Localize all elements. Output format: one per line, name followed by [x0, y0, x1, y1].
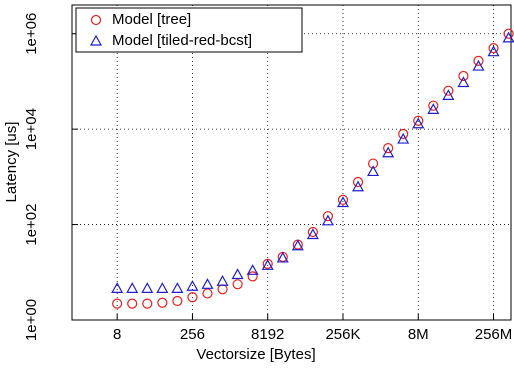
- marker: [246, 264, 259, 275]
- marker: [337, 194, 349, 205]
- marker: [413, 115, 424, 126]
- marker: [398, 128, 409, 140]
- marker: [458, 70, 469, 82]
- marker: [443, 85, 454, 96]
- marker: [171, 282, 184, 293]
- marker: [397, 132, 410, 144]
- marker: [216, 274, 229, 286]
- marker: [231, 268, 244, 280]
- marker: [172, 295, 183, 307]
- marker: [157, 297, 168, 308]
- x-tick-label: 256M: [475, 326, 513, 343]
- legend-marker: [90, 14, 102, 26]
- y-tick-label: 1e+06: [23, 13, 40, 55]
- marker: [502, 31, 514, 43]
- plot-frame: [71, 4, 512, 321]
- marker: [112, 298, 123, 309]
- y-tick-label: 1e+04: [23, 108, 40, 150]
- y-axis-label: Latency [us]: [3, 122, 20, 203]
- marker: [306, 228, 319, 240]
- marker: [186, 280, 199, 291]
- marker: [383, 143, 394, 154]
- marker: [307, 226, 318, 238]
- marker: [276, 251, 289, 263]
- marker: [202, 288, 213, 299]
- x-tick-label: 256K: [325, 326, 360, 343]
- marker: [127, 298, 138, 309]
- marker: [156, 282, 169, 293]
- marker: [336, 196, 350, 208]
- y-tick-label: 1e+02: [23, 204, 40, 246]
- legend-box: [75, 7, 303, 53]
- marker: [382, 146, 395, 158]
- marker: [352, 176, 364, 188]
- marker: [457, 76, 470, 88]
- marker: [217, 284, 228, 295]
- marker: [442, 89, 455, 100]
- x-tick-label: 8: [113, 326, 121, 343]
- marker: [322, 211, 334, 222]
- x-tick-label: 8192: [251, 326, 284, 343]
- marker: [291, 239, 304, 251]
- marker: [126, 282, 139, 293]
- marker: [187, 292, 198, 303]
- marker: [473, 55, 484, 66]
- marker: [142, 298, 153, 309]
- marker: [321, 214, 334, 226]
- marker: [488, 42, 499, 54]
- x-tick-label: 8M: [408, 326, 429, 343]
- legend-marker: [89, 34, 103, 46]
- legend-label: Model [tiled-red-bcst]: [112, 32, 252, 49]
- x-tick-label: 256: [180, 326, 205, 343]
- marker: [412, 117, 425, 129]
- marker: [428, 100, 439, 111]
- marker: [261, 259, 274, 270]
- marker: [247, 271, 258, 282]
- marker: [111, 282, 124, 293]
- legend-label: Model [tree]: [112, 11, 191, 28]
- marker: [367, 165, 380, 177]
- marker: [487, 45, 500, 57]
- marker: [472, 59, 485, 71]
- marker: [427, 103, 440, 114]
- y-tick-label: 1e+00: [23, 299, 40, 341]
- marker: [232, 279, 243, 290]
- x-axis-label: Vectorsize [Bytes]: [196, 346, 315, 363]
- marker: [503, 28, 514, 39]
- marker: [141, 282, 154, 293]
- marker: [367, 158, 379, 169]
- marker: [201, 278, 214, 289]
- marker: [352, 180, 365, 192]
